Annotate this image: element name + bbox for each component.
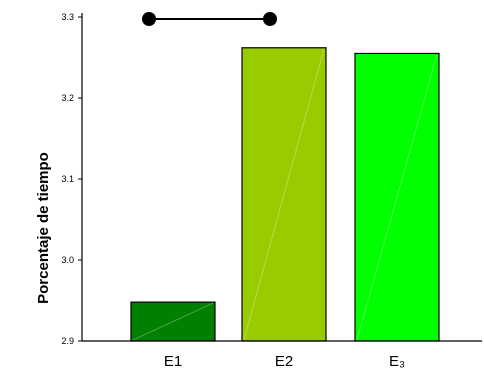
y-axis-title: Porcentaje de tiempo (35, 152, 52, 304)
y-tick-label: 3.3 (61, 12, 74, 22)
x-tick-label: E₃ (389, 353, 405, 370)
y-tick-label: 2.9 (61, 336, 74, 346)
y-axis-ticks: 2.9 3.0 3.1 3.2 3.3 (61, 12, 82, 346)
bar (241, 47, 327, 342)
x-tick-label: E2 (275, 353, 293, 370)
bar (354, 52, 440, 342)
y-tick-label: 3.2 (61, 93, 74, 103)
bar-highlight (132, 302, 214, 341)
bar-highlight (243, 48, 325, 341)
x-axis-category-labels: E1 E2 E₃ (164, 353, 405, 370)
significance-dot (142, 12, 156, 26)
significance-dot (263, 12, 277, 26)
bar (130, 301, 216, 342)
bars (130, 47, 440, 342)
bar-highlight (356, 54, 438, 341)
x-tick-label: E1 (164, 353, 182, 370)
y-tick-label: 3.1 (61, 174, 74, 184)
y-tick-label: 3.0 (61, 255, 74, 265)
significance-bracket (142, 12, 277, 26)
